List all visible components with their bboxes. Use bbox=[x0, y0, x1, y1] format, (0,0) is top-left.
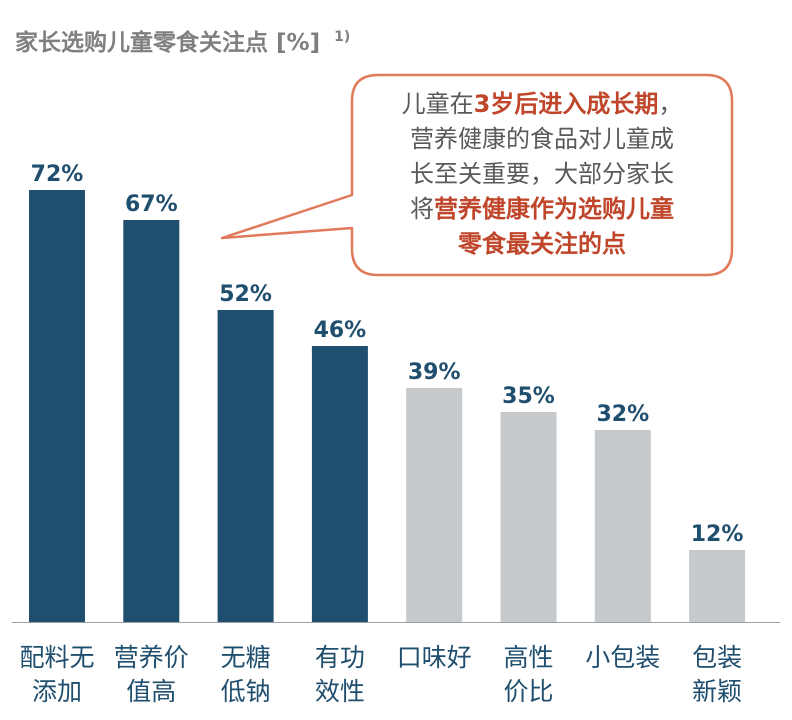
value-label-5: 39% bbox=[408, 360, 461, 385]
value-label-4: 46% bbox=[314, 318, 367, 343]
value-label-1: 72% bbox=[31, 162, 84, 187]
value-label-2: 67% bbox=[125, 192, 178, 217]
category-label-2-line1: 营养价 bbox=[114, 643, 189, 672]
chart-title-text: 家长选购儿童零食关注点 [%] bbox=[15, 29, 320, 56]
value-label-8: 12% bbox=[691, 522, 744, 547]
category-label-6-line1: 高性 bbox=[503, 643, 553, 672]
value-label-6: 35% bbox=[502, 384, 555, 409]
bar-1 bbox=[29, 190, 85, 622]
bar-8 bbox=[689, 550, 746, 622]
chart-title: 家长选购儿童零食关注点 [%] 1) bbox=[15, 29, 350, 56]
bars-layer bbox=[29, 190, 746, 622]
category-label-7-line1: 小包装 bbox=[585, 643, 660, 672]
category-label-4-line2: 效性 bbox=[315, 677, 365, 706]
callout-line-3: 长至关重要，大部分家长 bbox=[410, 160, 674, 188]
category-label-8-line1: 包装 bbox=[692, 643, 742, 672]
callout-line-1: 儿童在3岁后进入成长期， bbox=[402, 90, 683, 118]
chart-title-note: 1) bbox=[334, 29, 350, 45]
bar-5 bbox=[406, 388, 463, 622]
callout-text: 儿童在3岁后进入成长期， 营养健康的食品对儿童成长至关重要，大部分家长将营养健康作… bbox=[402, 90, 683, 258]
category-label-1-line2: 添加 bbox=[32, 677, 82, 706]
bar-6 bbox=[500, 412, 557, 622]
value-label-3: 52% bbox=[219, 282, 272, 307]
category-label-8-line2: 新颖 bbox=[692, 677, 742, 706]
category-label-3-line2: 低钠 bbox=[221, 677, 271, 706]
category-label-3-line1: 无糖 bbox=[221, 643, 271, 672]
callout-line-2: 营养健康的食品对儿童成 bbox=[410, 125, 674, 153]
category-label-4-line1: 有功 bbox=[315, 643, 365, 672]
bar-3 bbox=[217, 310, 274, 622]
bar-4 bbox=[311, 346, 368, 622]
callout-line-4: 将营养健康作为选购儿童 bbox=[410, 195, 674, 223]
category-label-2-line2: 值高 bbox=[126, 677, 176, 706]
category-label-5-line1: 口味好 bbox=[397, 643, 472, 672]
annotation-callout: 儿童在3岁后进入成长期， 营养健康的食品对儿童成长至关重要，大部分家长将营养健康作… bbox=[220, 73, 734, 277]
category-label-1-line1: 配料无 bbox=[19, 643, 94, 672]
callout-bubble bbox=[220, 73, 734, 277]
callout-line-5: 零食最关注的点 bbox=[457, 230, 626, 258]
bar-2 bbox=[123, 220, 180, 622]
bar-7 bbox=[594, 430, 651, 622]
category-label-6-line2: 价比 bbox=[503, 677, 553, 706]
value-labels-layer: 72% 67% 52% 46% 39% 35% 32% 12% bbox=[31, 162, 744, 547]
value-label-7: 32% bbox=[596, 402, 649, 427]
